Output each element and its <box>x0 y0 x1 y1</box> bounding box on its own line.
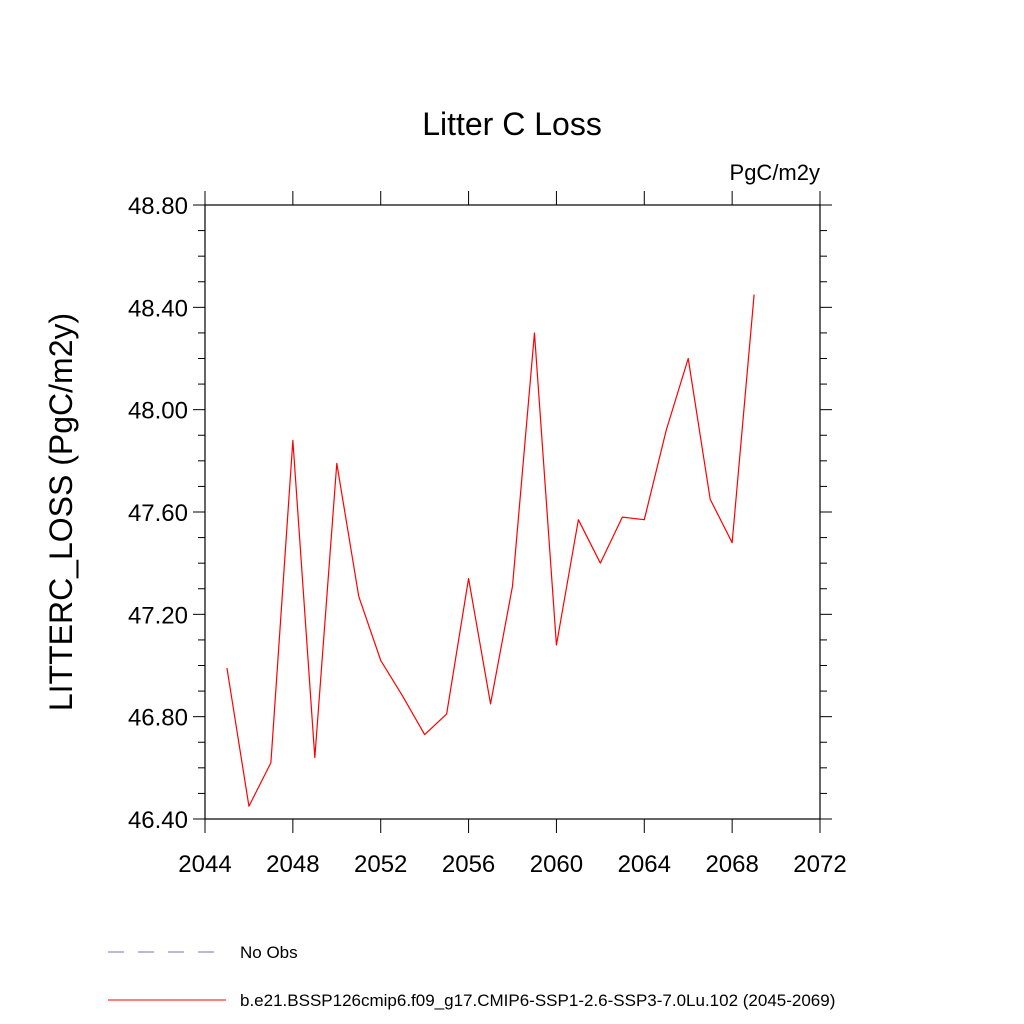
x-tick-label: 2068 <box>705 851 758 878</box>
x-tick-label: 2048 <box>266 851 319 878</box>
legend-label: b.e21.BSSP126cmip6.f09_g17.CMIP6-SSP1-2.… <box>240 991 835 1010</box>
y-tick-label: 48.80 <box>128 193 188 220</box>
x-tick-label: 2044 <box>178 851 231 878</box>
chart-title: Litter C Loss <box>422 106 602 142</box>
series-line <box>226 294 755 807</box>
y-tick-label: 46.40 <box>128 807 188 834</box>
x-axis-ticks: 2044 2048 2052 2056 2060 2064 2068 2072 <box>178 191 847 878</box>
y-tick-label: 48.40 <box>128 295 188 322</box>
y-tick-label: 48.00 <box>128 398 188 425</box>
y-axis-label: LITTERC_LOSS (PgC/m2y) <box>43 313 79 711</box>
y-tick-label: 47.20 <box>128 602 188 629</box>
x-tick-label: 2072 <box>793 851 846 878</box>
y-tick-label: 46.80 <box>128 705 188 732</box>
y-axis-ticks: 46.40 46.80 47.20 47.60 48.00 48.40 48.80 <box>128 193 832 834</box>
y-tick-label: 47.60 <box>128 500 188 527</box>
x-tick-label: 2064 <box>618 851 671 878</box>
series-layer <box>226 294 755 807</box>
x-tick-label: 2052 <box>354 851 407 878</box>
units-label: PgC/m2y <box>730 160 820 185</box>
legend: No Obs b.e21.BSSP126cmip6.f09_g17.CMIP6-S… <box>108 943 835 1010</box>
legend-label: No Obs <box>240 943 298 962</box>
x-tick-label: 2056 <box>442 851 495 878</box>
x-tick-label: 2060 <box>530 851 583 878</box>
